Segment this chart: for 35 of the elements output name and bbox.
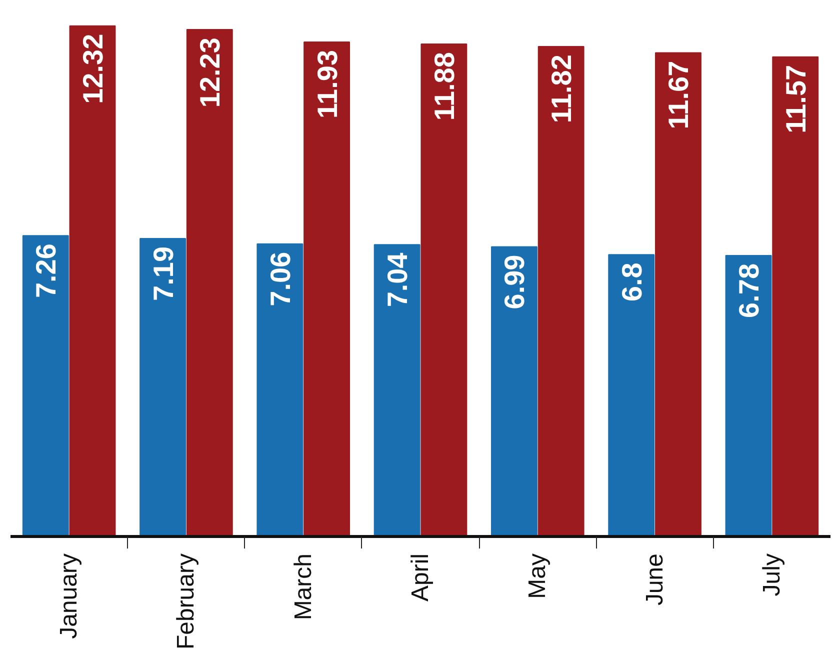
data-label: 12.23 — [194, 38, 226, 108]
x-tick-label: April — [407, 553, 434, 602]
bar — [608, 254, 655, 536]
bar — [725, 254, 772, 536]
data-label: 11.57 — [780, 64, 812, 134]
bar — [140, 238, 186, 536]
x-tick-label: January — [56, 553, 83, 639]
data-label: 6.78 — [734, 263, 764, 318]
bar — [304, 41, 350, 536]
data-label: 7.06 — [264, 252, 296, 306]
bar — [374, 244, 420, 536]
data-label: 11.82 — [546, 54, 578, 124]
bar — [256, 243, 304, 536]
data-label: 7.04 — [382, 252, 414, 308]
data-label: 11.88 — [428, 52, 460, 121]
x-tick-label: March — [290, 553, 317, 620]
x-tick-label: February — [172, 553, 200, 650]
x-tick-label: June — [641, 553, 668, 606]
bar — [538, 46, 584, 536]
bar — [490, 246, 538, 536]
data-label: 6.8 — [616, 262, 648, 302]
data-label: 11.93 — [312, 50, 343, 119]
data-label: 12.32 — [78, 34, 108, 104]
bar — [69, 25, 116, 536]
bar — [772, 56, 819, 536]
data-label: 7.19 — [148, 246, 179, 301]
data-label: 6.99 — [499, 254, 530, 310]
bar — [186, 29, 233, 536]
bar — [654, 52, 702, 536]
x-tick-label: May — [524, 553, 552, 599]
x-tick-label: July — [758, 553, 786, 596]
data-label: 11.67 — [663, 60, 694, 130]
data-label: 7.26 — [30, 244, 62, 298]
bar — [420, 44, 468, 536]
bar — [22, 235, 69, 536]
